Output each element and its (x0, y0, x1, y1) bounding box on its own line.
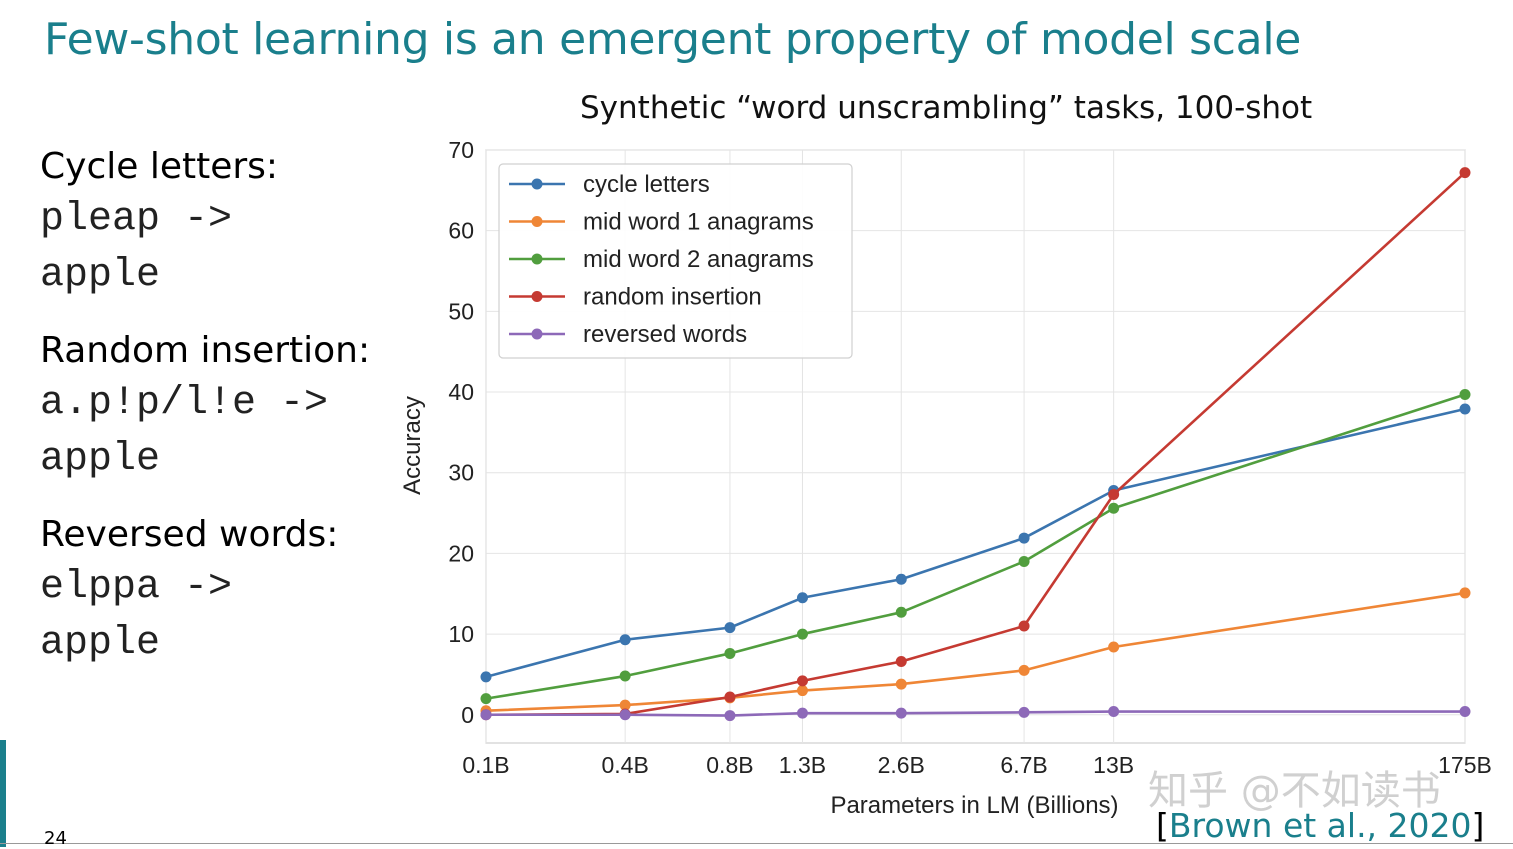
citation: [Brown et al., 2020] (1156, 806, 1484, 845)
data-point (895, 606, 907, 618)
legend-swatch-marker (531, 253, 543, 265)
examples-panel: Cycle letters: pleap -> apple Random ins… (40, 142, 370, 694)
y-tick-label: 70 (448, 137, 474, 163)
data-point (1459, 167, 1471, 179)
data-point (1018, 706, 1030, 718)
example-label: Reversed words: (40, 514, 339, 555)
data-point (895, 678, 907, 690)
data-point (1459, 706, 1471, 718)
chart-title: Synthetic “word unscrambling” tasks, 100… (580, 90, 1313, 126)
data-point (1018, 555, 1030, 567)
data-point (480, 709, 492, 721)
data-point (1108, 489, 1120, 501)
data-point (619, 634, 631, 646)
data-point (1108, 502, 1120, 514)
y-tick-label: 10 (448, 621, 474, 647)
y-tick-label: 50 (448, 298, 474, 324)
data-point (796, 685, 808, 697)
series-line (486, 710, 1465, 717)
data-point (619, 709, 631, 721)
legend-entry: mid word 2 anagrams (583, 246, 814, 273)
data-point (895, 656, 907, 668)
legend-entry: random insertion (583, 284, 762, 311)
x-tick-label: 0.8B (706, 752, 753, 778)
series-line (485, 407, 1466, 679)
data-point (480, 671, 492, 683)
legend-swatch-marker (531, 178, 543, 190)
data-point (895, 707, 907, 719)
example-random-insertion: Random insertion: a.p!p/l!e -> apple (40, 326, 370, 488)
x-axis-label: Parameters in LM (Billions) (830, 792, 1118, 819)
slide-number: 24 (44, 828, 67, 849)
citation-bracket-open: [ (1156, 806, 1169, 845)
legend-swatch-marker (531, 328, 543, 340)
legend-entry: cycle letters (583, 171, 710, 198)
data-point (724, 710, 736, 722)
legend-entry: mid word 1 anagrams (583, 209, 814, 236)
citation-link[interactable]: Brown et al., 2020 (1168, 806, 1472, 845)
data-point (895, 573, 907, 585)
watermark: 知乎 @不如读书 (1148, 768, 1441, 814)
data-point (724, 647, 736, 659)
x-tick-label: 1.3B (779, 752, 826, 778)
x-tick-label: 0.1B (462, 752, 509, 778)
x-tick-label: 2.6B (878, 752, 925, 778)
data-point (1018, 664, 1030, 676)
example-output: apple (40, 437, 161, 482)
y-tick-label: 20 (448, 540, 474, 566)
y-tick-label: 0 (461, 702, 474, 728)
y-tick-label: 60 (448, 218, 474, 244)
example-label: Cycle letters: (40, 146, 279, 187)
y-tick-label: 40 (448, 379, 474, 405)
example-input: elppa -> (40, 565, 233, 610)
data-point (796, 675, 808, 687)
x-tick-label: 175B (1438, 752, 1492, 778)
data-point (1108, 706, 1120, 718)
data-point (724, 622, 736, 634)
example-label: Random insertion: (40, 330, 371, 371)
legend-entry: reversed words (583, 321, 747, 348)
data-point (1459, 587, 1471, 599)
data-point (1108, 641, 1120, 653)
series-line (485, 171, 1466, 717)
data-point (1459, 388, 1471, 400)
data-point (1018, 532, 1030, 544)
x-tick-label: 0.4B (601, 752, 648, 778)
x-tick-label: 13B (1093, 752, 1134, 778)
legend-box (498, 163, 853, 359)
series-line (485, 591, 1466, 713)
data-point (796, 628, 808, 640)
example-output: apple (40, 621, 161, 666)
data-point (619, 670, 631, 682)
y-axis-label: Accuracy (399, 396, 426, 495)
footer-divider (0, 843, 1513, 844)
legend-swatch-marker (531, 216, 543, 227)
citation-bracket-close: ] (1471, 806, 1485, 845)
data-point (724, 691, 736, 703)
example-input: pleap -> (40, 197, 233, 242)
data-point (796, 592, 808, 604)
legend-swatch-marker (531, 291, 543, 302)
example-reversed-words: Reversed words: elppa -> apple (40, 510, 370, 672)
data-point (619, 699, 631, 711)
example-input: a.p!p/l!e -> (40, 381, 329, 426)
y-tick-label: 30 (448, 460, 474, 486)
slide-title: Few-shot learning is an emergent propert… (44, 14, 1302, 65)
data-point (796, 707, 808, 719)
x-tick-label: 6.7B (1000, 752, 1047, 778)
accent-bar (0, 740, 6, 847)
example-cycle-letters: Cycle letters: pleap -> apple (40, 142, 370, 304)
data-point (480, 693, 492, 705)
example-output: apple (40, 253, 161, 298)
data-point (1459, 403, 1471, 415)
data-point (1018, 620, 1030, 632)
